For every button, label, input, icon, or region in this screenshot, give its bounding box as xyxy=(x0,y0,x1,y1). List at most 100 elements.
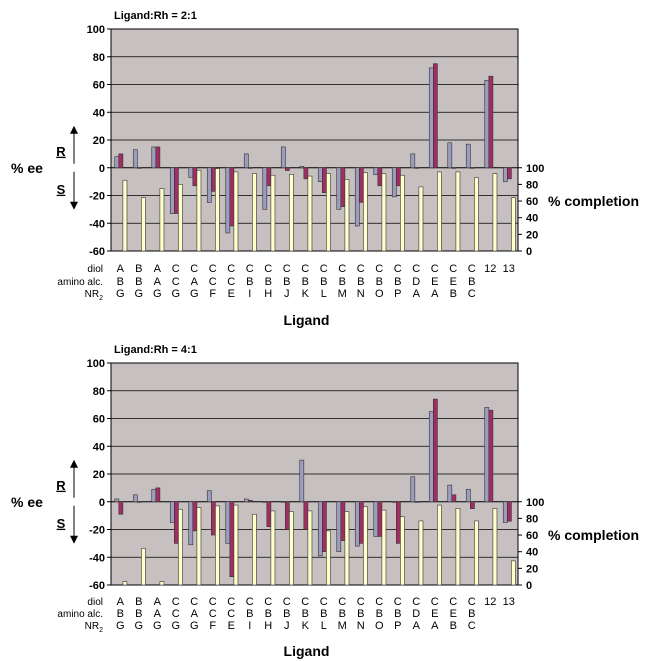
bar-series-3 xyxy=(363,172,368,252)
bar-series-3 xyxy=(122,581,128,586)
category-label: B xyxy=(246,608,253,620)
row-label: NR2 xyxy=(85,621,103,634)
category-label: G xyxy=(171,620,180,632)
category-label: C xyxy=(412,596,420,608)
bar-series-3 xyxy=(159,581,165,586)
category-label: C xyxy=(301,263,309,275)
category-label: C xyxy=(357,263,365,275)
bar-series-3 xyxy=(215,505,220,586)
bar-series-2 xyxy=(118,501,124,515)
s-arrowhead xyxy=(70,201,78,210)
category-label: M xyxy=(338,288,347,300)
bar-series-1 xyxy=(428,67,434,169)
bar-series-1 xyxy=(317,167,323,182)
bar-series-3 xyxy=(381,509,387,586)
category-label: C xyxy=(264,596,272,608)
bar-series-3 xyxy=(307,510,313,586)
left-tick-label: 60 xyxy=(93,80,105,92)
bar-series-2 xyxy=(433,63,438,169)
bar-series-3 xyxy=(159,188,165,252)
bar-series-2 xyxy=(396,501,401,544)
category-label: C xyxy=(468,596,476,608)
category-label: I xyxy=(248,620,251,632)
category-label: A xyxy=(117,263,125,275)
category-label: 13 xyxy=(503,596,515,608)
category-label: E xyxy=(450,608,457,620)
category-label: B xyxy=(246,276,253,288)
bar-series-2 xyxy=(248,167,253,169)
category-label: A xyxy=(413,620,421,632)
category-label: E xyxy=(228,620,235,632)
category-label: C xyxy=(412,263,420,275)
category-label: M xyxy=(338,620,347,632)
category-label: I xyxy=(248,288,251,300)
chart-title: Ligand:Rh = 2:1 xyxy=(114,10,197,22)
bar-series-3 xyxy=(455,508,461,586)
bar-series-1 xyxy=(299,459,305,503)
r-arrowhead xyxy=(70,125,78,134)
bar-series-2 xyxy=(396,167,401,187)
right-tick-label: 60 xyxy=(526,196,538,208)
left-tick-label: 40 xyxy=(93,107,105,119)
bar-series-1 xyxy=(336,167,342,210)
bar-series-1 xyxy=(225,167,231,234)
bar-series-3 xyxy=(474,520,479,586)
bar-series-1 xyxy=(317,501,323,557)
bar-series-2 xyxy=(470,167,475,169)
bar-series-2 xyxy=(285,167,290,171)
bar-series-1 xyxy=(373,167,379,175)
s-arrowhead xyxy=(70,535,78,544)
category-label: C xyxy=(209,276,217,288)
right-axis-label: % completion xyxy=(548,193,639,209)
right-tick-label: 40 xyxy=(526,213,538,225)
bar-series-3 xyxy=(400,174,405,252)
right-tick-label: 0 xyxy=(526,580,532,592)
category-label: 13 xyxy=(503,263,515,275)
chart-2: -60-40-20020406080100020406080100ABGBBGA… xyxy=(11,344,639,659)
category-label: A xyxy=(154,276,162,288)
bar-series-2 xyxy=(174,501,179,544)
bar-series-2 xyxy=(377,501,383,537)
bar-series-1 xyxy=(465,488,471,503)
bar-series-3 xyxy=(233,171,239,252)
bar-series-1 xyxy=(206,490,212,503)
category-label: P xyxy=(394,288,401,300)
bar-series-3 xyxy=(270,174,276,252)
category-label: G xyxy=(134,288,143,300)
bar-series-3 xyxy=(326,530,331,586)
bar-series-1 xyxy=(428,411,434,503)
bar-series-3 xyxy=(511,560,516,586)
category-label: C xyxy=(394,596,402,608)
category-label: E xyxy=(228,288,235,300)
bar-series-1 xyxy=(465,143,471,169)
category-label: B xyxy=(394,608,401,620)
bar-series-2 xyxy=(488,75,494,169)
category-label: B xyxy=(394,276,401,288)
bar-series-3 xyxy=(307,175,313,252)
category-label: K xyxy=(302,288,310,300)
bar-series-1 xyxy=(299,166,305,169)
bar-series-2 xyxy=(377,167,383,187)
category-label: B xyxy=(357,608,364,620)
row-label: diol xyxy=(87,264,103,275)
bar-series-2 xyxy=(488,409,494,503)
category-label: 12 xyxy=(484,596,496,608)
bar-series-3 xyxy=(492,173,498,252)
right-tick-label: 60 xyxy=(526,530,538,542)
category-label: C xyxy=(338,596,346,608)
category-label: A xyxy=(154,263,162,275)
category-label: C xyxy=(431,596,439,608)
x-axis-label: Ligand xyxy=(284,643,330,659)
bar-series-3 xyxy=(233,504,239,586)
right-axis-label: % completion xyxy=(548,527,639,543)
category-label: L xyxy=(321,288,327,300)
bar-series-1 xyxy=(225,501,231,544)
left-tick-label: 100 xyxy=(87,24,105,36)
bar-series-1 xyxy=(169,167,175,214)
category-label: D xyxy=(412,276,420,288)
category-label: C xyxy=(283,596,291,608)
chart-title: Ligand:Rh = 4:1 xyxy=(114,344,197,356)
category-label: N xyxy=(357,620,365,632)
category-label: C xyxy=(209,263,217,275)
